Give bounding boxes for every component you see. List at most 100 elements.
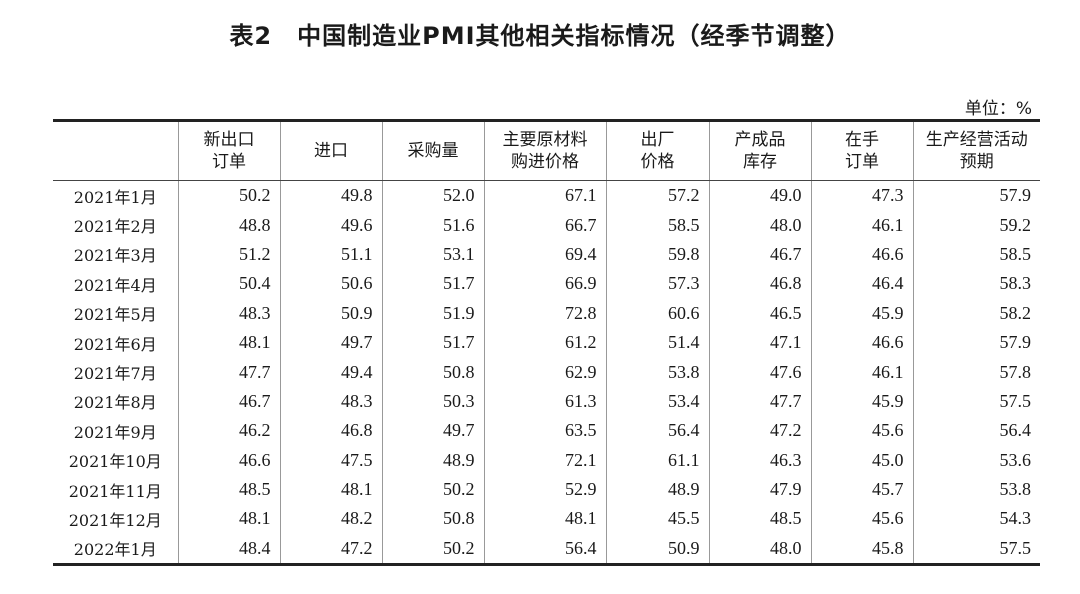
row-label: 2021年2月 (73, 217, 157, 237)
value-cell: 62.9 (483, 357, 606, 387)
value-cell: 45.8 (810, 533, 913, 565)
value-cell: 45.6 (810, 416, 913, 446)
value-cell: 46.2 (177, 416, 280, 446)
header-line: 产成品 (734, 130, 786, 150)
column-header: 生产经营活动 预期 (912, 120, 1040, 181)
value-cell: 48.2 (279, 504, 382, 534)
value-cell: 45.7 (810, 474, 913, 505)
header-line: 库存 (743, 152, 777, 172)
column-header: 新出口 订单 (177, 120, 280, 181)
value-cell: 56.4 (483, 533, 606, 565)
value-cell: 48.1 (177, 327, 280, 358)
value-cell: 46.6 (810, 239, 913, 270)
header-line: 进口 (314, 141, 348, 161)
value-cell: 50.2 (177, 180, 280, 211)
data-row: 2021年4月 50.4 50.6 51.7 66.9 57.3 46.8 46.4 58.3 (53, 269, 1040, 299)
value-cell: 53.6 (912, 445, 1040, 475)
value-cell: 46.5 (708, 298, 811, 328)
value-cell: 46.1 (810, 210, 913, 240)
value-cell: 50.8 (381, 504, 484, 534)
value-cell: 60.6 (605, 298, 709, 328)
value-cell: 48.1 (483, 504, 606, 534)
value-cell: 48.1 (177, 504, 280, 534)
value-cell: 51.2 (177, 239, 280, 270)
value-cell: 51.7 (381, 269, 484, 299)
value-cell: 45.9 (810, 386, 913, 417)
value-cell: 45.6 (810, 504, 913, 534)
value-cell: 45.9 (810, 298, 913, 328)
value-cell: 59.8 (605, 239, 709, 270)
value-cell: 57.2 (605, 180, 709, 211)
value-cell: 69.4 (483, 239, 606, 270)
value-cell: 66.7 (483, 210, 606, 240)
value-cell: 45.0 (810, 445, 913, 475)
table-title: 表2 中国制造业PMI其他相关指标情况（经季节调整） (229, 22, 851, 50)
value-cell: 48.4 (177, 533, 280, 565)
value-cell: 67.1 (483, 180, 606, 211)
data-row: 2021年2月 48.8 49.6 51.6 66.7 58.5 48.0 46.1 59.2 (53, 210, 1040, 240)
value-cell: 48.8 (177, 210, 280, 240)
data-row: 2021年9月 46.2 46.8 49.7 63.5 56.4 47.2 45.6 56.4 (53, 416, 1040, 446)
header-line: 生产经营活动 (925, 130, 1028, 150)
column-header: 主要原材料 购进价格 (483, 120, 606, 181)
data-row: 2022年1月 48.4 47.2 50.2 56.4 50.9 48.0 45.8 57.5 (53, 533, 1040, 565)
value-cell: 49.7 (279, 327, 382, 358)
value-cell: 50.9 (605, 533, 709, 565)
value-cell: 48.5 (708, 504, 811, 534)
value-cell: 47.7 (177, 357, 280, 387)
value-cell: 49.4 (279, 357, 382, 387)
column-header: 在手 订单 (810, 120, 913, 181)
value-cell: 48.0 (708, 210, 811, 240)
value-cell: 57.3 (605, 269, 709, 299)
value-cell: 46.8 (279, 416, 382, 446)
column-header: 产成品 库存 (708, 120, 811, 181)
data-row: 2021年7月 47.7 49.4 50.8 62.9 53.8 47.6 46.1 57.8 (53, 357, 1040, 387)
header-line: 订单 (212, 152, 246, 172)
header-line: 采购量 (407, 141, 459, 161)
row-label: 2021年12月 (68, 510, 162, 530)
row-label: 2021年10月 (68, 452, 162, 472)
header-line: 在手 (845, 130, 879, 150)
value-cell: 49.6 (279, 210, 382, 240)
value-cell: 51.6 (381, 210, 484, 240)
value-cell: 47.2 (279, 533, 382, 565)
value-cell: 46.3 (708, 445, 811, 475)
value-cell: 48.9 (605, 474, 709, 505)
value-cell: 57.5 (912, 533, 1040, 565)
value-cell: 53.4 (605, 386, 709, 417)
column-header: 出厂 价格 (605, 120, 709, 181)
header-line: 出厂 (640, 130, 675, 150)
value-cell: 51.9 (381, 298, 484, 328)
data-row: 2021年8月 46.7 48.3 50.3 61.3 53.4 47.7 45.9 57.5 (53, 386, 1040, 417)
value-cell: 50.2 (381, 533, 484, 565)
pmi-table: 新出口 订单 进口 采购量 主要原材料 购进价格 出厂 价格 产成品 库存 在手 订单 生产经营活动 预期… (53, 119, 1040, 567)
value-cell: 47.5 (279, 445, 382, 475)
row-label: 2021年9月 (73, 422, 157, 442)
header-row: 新出口 订单 进口 采购量 主要原材料 购进价格 出厂 价格 产成品 库存 在手 订单 生产经营活动 预期 (53, 120, 1040, 181)
header-line: 价格 (640, 152, 675, 172)
value-cell: 72.1 (483, 445, 606, 475)
value-cell: 47.1 (708, 327, 811, 358)
value-cell: 47.3 (810, 180, 913, 211)
value-cell: 48.5 (177, 474, 280, 505)
row-label: 2021年7月 (73, 364, 157, 384)
value-cell: 46.7 (708, 239, 811, 270)
column-header: 采购量 (381, 120, 484, 181)
value-cell: 46.6 (177, 445, 280, 475)
value-cell: 45.5 (605, 504, 709, 534)
value-cell: 46.8 (708, 269, 811, 299)
value-cell: 46.7 (177, 386, 280, 417)
value-cell: 53.1 (381, 239, 484, 270)
value-cell: 56.4 (912, 416, 1040, 446)
data-row: 2021年3月 51.2 51.1 53.1 69.4 59.8 46.7 46.6 58.5 (53, 239, 1040, 270)
value-cell: 47.6 (708, 357, 811, 387)
row-label: 2021年5月 (73, 305, 157, 325)
value-cell: 66.9 (483, 269, 606, 299)
value-cell: 61.2 (483, 327, 606, 358)
value-cell: 50.6 (279, 269, 382, 299)
value-cell: 47.2 (708, 416, 811, 446)
row-label: 2022年1月 (73, 540, 157, 560)
header-line: 主要原材料 (502, 130, 588, 150)
value-cell: 54.3 (912, 504, 1040, 534)
